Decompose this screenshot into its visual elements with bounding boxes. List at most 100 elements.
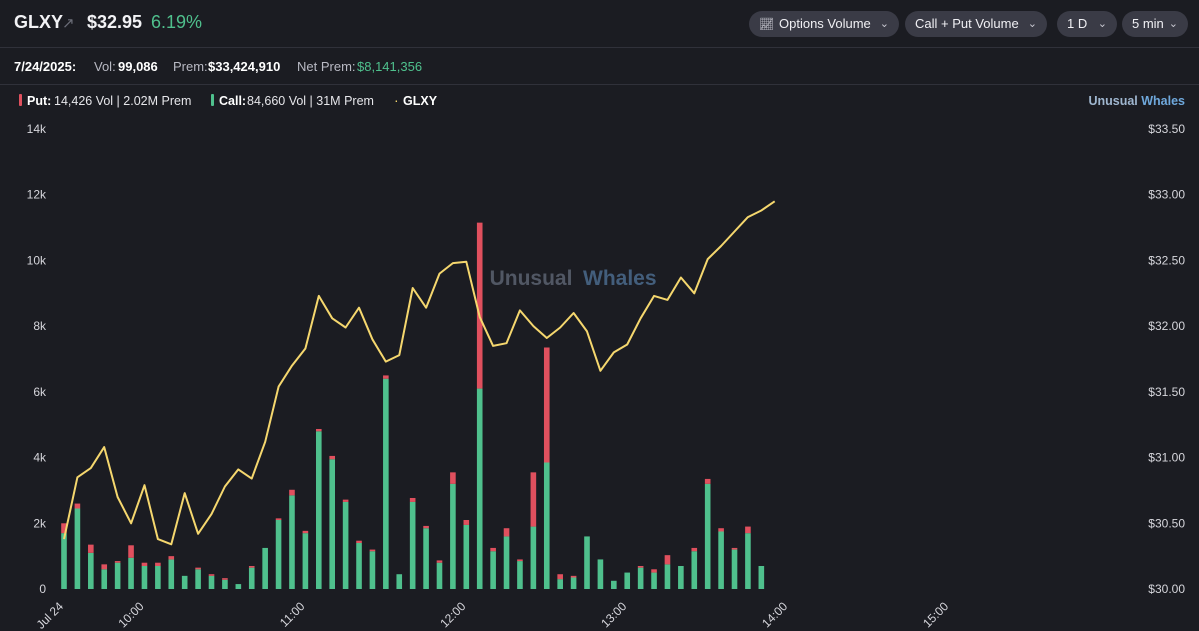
put-swatch bbox=[19, 94, 22, 106]
price-line bbox=[63, 200, 776, 546]
y-left-tick-label: 12k bbox=[27, 188, 47, 202]
put-bar bbox=[222, 578, 228, 580]
y-right-tick-label: $32.50 bbox=[1148, 253, 1185, 267]
y-right-tick-label: $30.50 bbox=[1148, 516, 1185, 530]
put-bar bbox=[61, 523, 67, 534]
put-bar bbox=[168, 556, 175, 560]
call-bar bbox=[678, 566, 684, 589]
put-bar bbox=[543, 347, 550, 463]
chevron-down-icon: ⌄ bbox=[1168, 18, 1178, 30]
call-bar bbox=[315, 431, 322, 589]
call-bar bbox=[718, 531, 724, 589]
stock-line-dot: · bbox=[394, 92, 399, 108]
y-left-tick-label: 0 bbox=[39, 582, 46, 596]
stock-price: $32.95 bbox=[87, 12, 143, 32]
call-bar bbox=[114, 562, 121, 589]
ticker-symbol[interactable]: GLXY bbox=[14, 12, 64, 32]
put-bar bbox=[463, 520, 470, 525]
call-put-volume-dropdown[interactable]: Call + Put Volume ⌄ bbox=[905, 11, 1047, 37]
put-bar bbox=[369, 549, 376, 552]
call-bar bbox=[222, 579, 228, 589]
call-bar bbox=[436, 562, 443, 589]
put-bar bbox=[557, 574, 563, 580]
call-bar bbox=[289, 495, 295, 589]
put-legend-label[interactable]: Put: bbox=[27, 94, 52, 108]
x-tick-label: 10:00 bbox=[115, 599, 146, 630]
call-legend-label[interactable]: Call: bbox=[219, 94, 247, 108]
put-bar bbox=[141, 562, 148, 566]
call-put-volume-label: Call + Put Volume bbox=[915, 16, 1019, 31]
external-link-icon[interactable]: ↗ bbox=[62, 15, 75, 32]
call-bar bbox=[409, 501, 416, 589]
put-bar bbox=[289, 489, 295, 496]
call-bar bbox=[235, 584, 242, 589]
y-left-tick-label: 8k bbox=[33, 319, 47, 333]
options-volume-dropdown[interactable]: 📈︎ Options Volume ⌄ bbox=[749, 11, 899, 37]
call-bar bbox=[396, 574, 403, 589]
brand-logo: Unusual Whales bbox=[1088, 94, 1185, 108]
put-bar bbox=[155, 562, 161, 566]
call-bar bbox=[369, 551, 376, 589]
call-bar bbox=[383, 378, 389, 589]
x-tick-label: 13:00 bbox=[598, 599, 629, 630]
put-bar bbox=[718, 528, 724, 532]
y-right-tick-label: $33.00 bbox=[1148, 188, 1185, 202]
y-right-tick-label: $33.50 bbox=[1148, 122, 1185, 136]
put-bar bbox=[208, 574, 215, 576]
call-bar bbox=[275, 520, 282, 589]
timeframe-dropdown[interactable]: 1 D ⌄ bbox=[1057, 11, 1117, 37]
call-bar bbox=[664, 564, 671, 589]
call-bar bbox=[490, 551, 496, 589]
options-volume-chart[interactable]: 0 2k 4k 6k 8k 10k 12k 14k $30.00 $30.50 $31.00 $31.… bbox=[0, 114, 1199, 631]
put-bar bbox=[356, 540, 362, 543]
call-bar bbox=[423, 528, 429, 589]
put-bar bbox=[490, 547, 496, 552]
put-bar bbox=[503, 528, 510, 537]
put-bar bbox=[74, 503, 81, 509]
put-bar bbox=[128, 545, 134, 558]
price-change-percent: 6.19% bbox=[151, 12, 203, 32]
x-tick-label: 12:00 bbox=[437, 599, 468, 630]
interval-label: 5 min bbox=[1132, 16, 1164, 31]
y-right-tick-label: $31.50 bbox=[1148, 385, 1185, 399]
call-bar bbox=[704, 483, 711, 589]
line-chart-icon: 📈︎ bbox=[759, 17, 775, 31]
put-bar bbox=[450, 472, 456, 484]
call-bar bbox=[128, 557, 134, 589]
call-bar bbox=[302, 533, 309, 589]
put-bar bbox=[637, 566, 644, 568]
chart-legend: Put: 14,426 Vol | 2.02M Prem Call: 84,66… bbox=[0, 86, 1199, 114]
stats-bar: 7/24/2025: Vol: 99,086 Prem: $33,424,910… bbox=[0, 48, 1199, 85]
stats-date: 7/24/2025: bbox=[14, 59, 77, 74]
call-bar bbox=[691, 551, 698, 589]
put-bar bbox=[88, 544, 94, 553]
interval-dropdown[interactable]: 5 min ⌄ bbox=[1122, 11, 1188, 37]
put-bar bbox=[195, 567, 201, 570]
y-right-tick-label: $30.00 bbox=[1148, 582, 1185, 596]
call-bar bbox=[570, 577, 577, 589]
put-bar bbox=[651, 569, 657, 573]
call-bar bbox=[503, 536, 510, 589]
call-bar bbox=[450, 483, 456, 589]
watermark-text-a: Unusual bbox=[490, 267, 573, 290]
call-bar bbox=[597, 559, 604, 589]
put-bar bbox=[436, 560, 443, 563]
chevron-down-icon: ⌄ bbox=[1027, 18, 1037, 30]
put-bar bbox=[342, 499, 349, 502]
chevron-down-icon: ⌄ bbox=[1097, 18, 1107, 30]
put-bar bbox=[248, 566, 255, 568]
put-bar bbox=[101, 564, 108, 570]
call-bar bbox=[517, 561, 523, 589]
prem-label: Prem: bbox=[173, 59, 208, 74]
call-bar bbox=[543, 462, 550, 589]
call-bar bbox=[557, 579, 563, 589]
y-left-tick-label: 4k bbox=[33, 451, 47, 465]
call-bar bbox=[476, 388, 483, 589]
call-bar bbox=[74, 508, 81, 589]
call-bar bbox=[584, 536, 590, 589]
call-bar bbox=[61, 533, 67, 589]
x-tick-label: 14:00 bbox=[759, 599, 790, 630]
put-bar bbox=[383, 375, 389, 379]
call-bar bbox=[637, 567, 644, 589]
stock-legend-label[interactable]: GLXY bbox=[403, 94, 438, 108]
